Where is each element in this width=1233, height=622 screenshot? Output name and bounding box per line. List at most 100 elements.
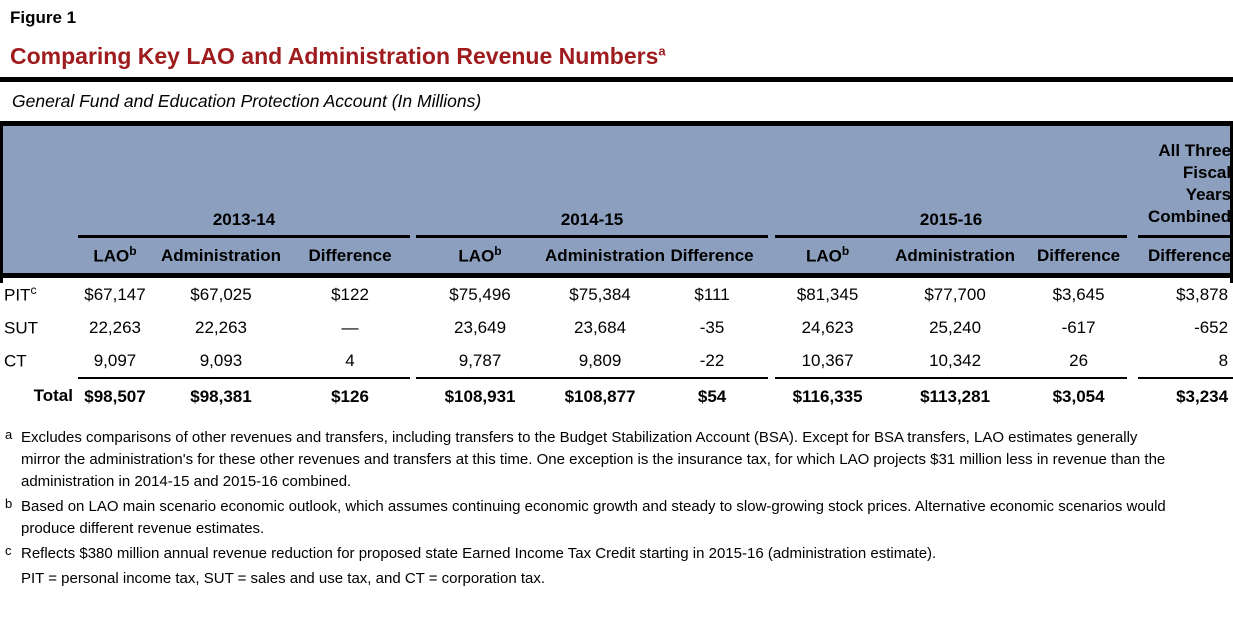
data-cell: 9,787 (458, 350, 502, 370)
column-gap (1127, 278, 1138, 311)
year-group-header: 2015-16 (775, 126, 1128, 238)
year-group-header: 2013-14 (78, 126, 411, 238)
row-label-superscript: c (30, 283, 37, 298)
column-gap (1127, 311, 1138, 344)
column-gap (768, 126, 776, 238)
data-cell: 23,649 (454, 317, 507, 337)
col-header-combined-difference: Difference (1138, 238, 1233, 278)
table-body: PITc $67,147 $67,025 $122 $75,496 $75,38… (0, 278, 1233, 415)
col-header-administration: Administration (544, 238, 665, 278)
data-cell: $122 (331, 284, 369, 304)
total-cell: $108,877 (544, 377, 657, 415)
data-cell: 25,240 (929, 317, 982, 337)
data-cell: $111 (694, 284, 730, 304)
header-corner-cell (0, 126, 78, 238)
table-row-ct: CT 9,097 9,093 4 9,787 9,809 -22 10,367 … (0, 344, 1233, 377)
year-group-header: 2014-15 (416, 126, 769, 238)
data-cell: 8 (1218, 350, 1229, 370)
data-cell: 10,367 (801, 350, 854, 370)
abbreviation-note: PIT = personal income tax, SUT = sales a… (21, 570, 546, 587)
data-cell: 22,263 (89, 317, 141, 337)
lao-superscript: b (841, 244, 850, 259)
col-header-administration: Administration (152, 238, 290, 278)
footnotes: a Excludes comparisons of other revenues … (0, 415, 1233, 590)
combined-years-header: All Three Fiscal Years Combined (1138, 126, 1233, 238)
column-gap (768, 311, 775, 344)
col-header-difference: Difference (656, 238, 769, 278)
total-cell: $108,931 (416, 377, 545, 415)
total-cell: $126 (290, 377, 411, 415)
data-cell: $67,025 (190, 284, 252, 304)
total-cell: $116,335 (775, 377, 881, 415)
footnote-letter: a (5, 427, 13, 442)
combined-header-line: Combined (1147, 207, 1232, 226)
col-header-lao: LAOb (416, 238, 545, 278)
data-cell: $67,147 (84, 284, 146, 304)
figure-label: Figure 1 (10, 8, 77, 27)
figure-subtitle: General Fund and Education Protection Ac… (12, 91, 482, 111)
footnote-letter: c (5, 543, 12, 558)
lao-superscript: b (494, 244, 502, 259)
col-header-difference: Difference (1030, 238, 1128, 278)
data-cell: $75,496 (449, 284, 511, 304)
figure-title: Comparing Key LAO and Administration Rev… (0, 28, 1233, 77)
revenue-comparison-table: 2013-14 2014-15 2015-16 All Three Fiscal… (0, 126, 1233, 415)
data-cell: -617 (1061, 317, 1096, 337)
table-header: 2013-14 2014-15 2015-16 All Three Fiscal… (0, 126, 1233, 278)
data-cell: $75,384 (569, 284, 631, 304)
row-label: SUT (4, 318, 38, 338)
column-gap (768, 344, 775, 377)
total-row-label: Total (33, 386, 73, 405)
title-rule (0, 77, 1233, 82)
data-cell: 9,093 (199, 350, 243, 370)
figure-title-text: Comparing Key LAO and Administration Rev… (10, 43, 659, 69)
data-cell: 23,684 (574, 317, 627, 337)
data-cell: -22 (699, 350, 725, 370)
data-cell: $77,700 (924, 284, 986, 304)
total-cell: $113,281 (880, 377, 1031, 415)
revenue-comparison-table-wrap: 2013-14 2014-15 2015-16 All Three Fiscal… (0, 121, 1233, 415)
data-cell: 9,097 (93, 350, 137, 370)
title-superscript: a (658, 43, 666, 59)
column-gap (1127, 238, 1139, 278)
total-cell: $3,054 (1030, 377, 1128, 415)
data-cell: 26 (1069, 350, 1089, 370)
column-gap (768, 238, 776, 278)
total-row: Total $98,507 $98,381 $126 $108,931 $108… (0, 377, 1233, 415)
col-header-lao: LAOb (78, 238, 152, 278)
footnote-text: Excludes comparisons of other revenues a… (21, 429, 1166, 490)
total-cell: $98,381 (152, 377, 290, 415)
table-row-sut: SUT 22,263 22,263 — 23,649 23,684 -35 24… (0, 311, 1233, 344)
lao-superscript: b (129, 244, 137, 259)
data-cell: 22,263 (195, 317, 247, 337)
data-cell: -652 (1194, 317, 1229, 337)
column-gap (768, 377, 775, 415)
column-gap (1127, 377, 1138, 415)
footnote-text: Reflects $380 million annual revenue red… (21, 545, 937, 562)
combined-header-line: All Three (1158, 141, 1232, 160)
row-label: CT (4, 351, 27, 371)
combined-header-line: Years (1185, 185, 1232, 204)
col-header-lao: LAOb (775, 238, 881, 278)
year-group-row: 2013-14 2014-15 2015-16 All Three Fiscal… (0, 126, 1233, 238)
footnote-letter: b (5, 496, 13, 511)
column-gap (410, 238, 417, 278)
footnote-text: Based on LAO main scenario economic outl… (21, 498, 1166, 537)
footnote-b: b Based on LAO main scenario economic out… (4, 496, 1179, 540)
row-label: PITc (4, 283, 37, 305)
data-cell: -35 (699, 317, 725, 337)
data-cell: 4 (345, 350, 355, 370)
header-right-edge (1230, 126, 1233, 283)
column-gap (768, 278, 775, 311)
col-header-difference: Difference (290, 238, 411, 278)
table-row-pit: PITc $67,147 $67,025 $122 $75,496 $75,38… (0, 278, 1233, 311)
column-gap (1127, 126, 1139, 238)
combined-header-line: Fiscal (1182, 163, 1232, 182)
column-gap (410, 126, 417, 238)
col-header-administration: Administration (880, 238, 1031, 278)
header-left-edge (0, 126, 3, 283)
data-cell: 24,623 (801, 317, 854, 337)
data-cell: $3,878 (1176, 284, 1229, 304)
footnote-a: a Excludes comparisons of other revenues … (4, 427, 1179, 493)
data-cell: $81,345 (796, 284, 859, 304)
